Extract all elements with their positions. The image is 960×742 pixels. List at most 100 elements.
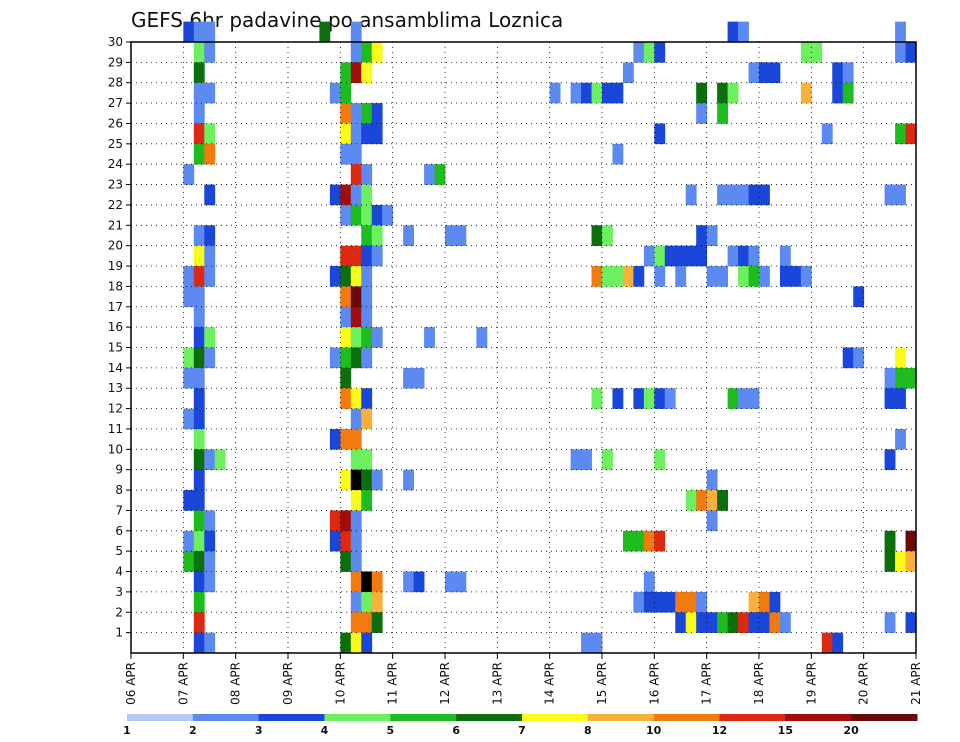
- heatmap-cell: [193, 449, 205, 470]
- legend-swatch: [587, 714, 655, 721]
- heatmap-cell: [612, 143, 624, 165]
- heatmap-cell: [340, 428, 352, 450]
- heatmap-cell: [895, 388, 906, 409]
- heatmap-cell: [361, 306, 373, 328]
- heatmap-cell: [361, 490, 373, 511]
- legend-label: 7: [518, 724, 526, 737]
- heatmap-cell: [612, 82, 624, 104]
- heatmap-cell: [371, 42, 383, 63]
- y-tick-label: 6: [115, 524, 123, 538]
- heatmap-cell: [853, 286, 865, 308]
- heatmap-cell: [361, 204, 373, 226]
- heatmap-cell: [340, 551, 352, 572]
- heatmap-cell: [340, 204, 352, 226]
- heatmap-cell: [183, 367, 195, 389]
- heatmap-cell: [193, 143, 205, 165]
- x-tick-label: 12 APR: [438, 662, 452, 705]
- heatmap-cell: [350, 62, 362, 84]
- x-tick-label: 14 APR: [543, 662, 557, 705]
- legend-swatch: [653, 714, 720, 721]
- heatmap-cell: [895, 42, 906, 63]
- heatmap-cell: [832, 632, 844, 654]
- y-tick-label: 7: [115, 503, 123, 517]
- heatmap-cell: [329, 347, 341, 369]
- heatmap-cell: [759, 184, 770, 206]
- heatmap-cell: [727, 388, 739, 409]
- heatmap-cell: [193, 612, 205, 633]
- heatmap-cell: [654, 123, 666, 145]
- y-tick-label: 19: [108, 259, 123, 273]
- heatmap-cell: [193, 245, 205, 267]
- y-tick-label: 30: [108, 35, 123, 49]
- heatmap-cell: [612, 266, 624, 287]
- heatmap-cell: [350, 571, 362, 593]
- x-tick-label: 09 APR: [281, 662, 295, 705]
- legend-swatch: [390, 714, 457, 721]
- heatmap-cell: [193, 388, 205, 409]
- heatmap-cell: [717, 82, 728, 104]
- heatmap-cell: [361, 225, 373, 246]
- heatmap-cell: [445, 571, 456, 593]
- heatmap-cell: [622, 266, 634, 287]
- heatmap-cell: [371, 591, 383, 613]
- heatmap-cell: [193, 551, 205, 572]
- heatmap-cell: [643, 591, 655, 613]
- heatmap-cell: [183, 551, 195, 572]
- heatmap-cell: [340, 266, 352, 287]
- heatmap-cell: [842, 62, 854, 84]
- heatmap-cell: [183, 164, 195, 185]
- y-tick-label: 2: [115, 605, 123, 619]
- heatmap-cell: [350, 551, 362, 572]
- x-tick-label: 15 APR: [595, 662, 609, 705]
- heatmap-cell: [403, 367, 414, 389]
- heatmap-cell: [183, 286, 195, 308]
- heatmap-cell: [413, 367, 425, 389]
- heatmap-cell: [612, 388, 624, 409]
- heatmap-cell: [696, 225, 708, 246]
- heatmap-cell: [696, 490, 708, 511]
- y-tick-label: 28: [108, 76, 123, 90]
- heatmap-cell: [905, 530, 917, 552]
- heatmap-cell: [842, 82, 854, 104]
- heatmap-cell: [633, 530, 645, 552]
- heatmap-cell: [591, 388, 603, 409]
- heatmap-cell: [591, 632, 603, 654]
- heatmap-cell: [319, 21, 331, 43]
- heatmap-cell: [350, 306, 362, 328]
- heatmap-cell: [727, 82, 739, 104]
- heatmap-cell: [643, 245, 655, 267]
- heatmap-cell: [193, 82, 205, 104]
- heatmap-cell: [361, 123, 373, 145]
- heatmap-cell: [204, 551, 216, 572]
- heatmap-cell: [602, 449, 613, 470]
- heatmap-cell: [738, 612, 749, 633]
- heatmap-cell: [204, 225, 216, 246]
- heatmap-cell: [204, 143, 216, 165]
- heatmap-cell: [591, 266, 603, 287]
- heatmap-cell: [727, 245, 739, 267]
- heatmap-cell: [895, 551, 906, 572]
- heatmap-cell: [371, 103, 383, 124]
- heatmap-cell: [738, 388, 749, 409]
- heatmap-cell: [643, 388, 655, 409]
- heatmap-cell: [643, 530, 655, 552]
- heatmap-cell: [350, 286, 362, 308]
- legend-label: 4: [321, 724, 329, 737]
- heatmap-cell: [340, 632, 352, 654]
- heatmap-cell: [350, 408, 362, 430]
- legend-swatch: [785, 714, 852, 721]
- heatmap-cell: [602, 82, 613, 104]
- heatmap-cell: [759, 591, 770, 613]
- heatmap-cell: [350, 204, 362, 226]
- heatmap-cell: [350, 164, 362, 185]
- heatmap-cell: [717, 490, 728, 511]
- heatmap-cell: [329, 428, 341, 450]
- heatmap-cell: [193, 530, 205, 552]
- heatmap-cell: [654, 42, 666, 63]
- heatmap-cell: [591, 82, 603, 104]
- heatmap-cell: [193, 510, 205, 532]
- heatmap-cell: [350, 632, 362, 654]
- heatmap-cell: [204, 266, 216, 287]
- heatmap-cell: [622, 530, 634, 552]
- heatmap-cell: [800, 42, 812, 63]
